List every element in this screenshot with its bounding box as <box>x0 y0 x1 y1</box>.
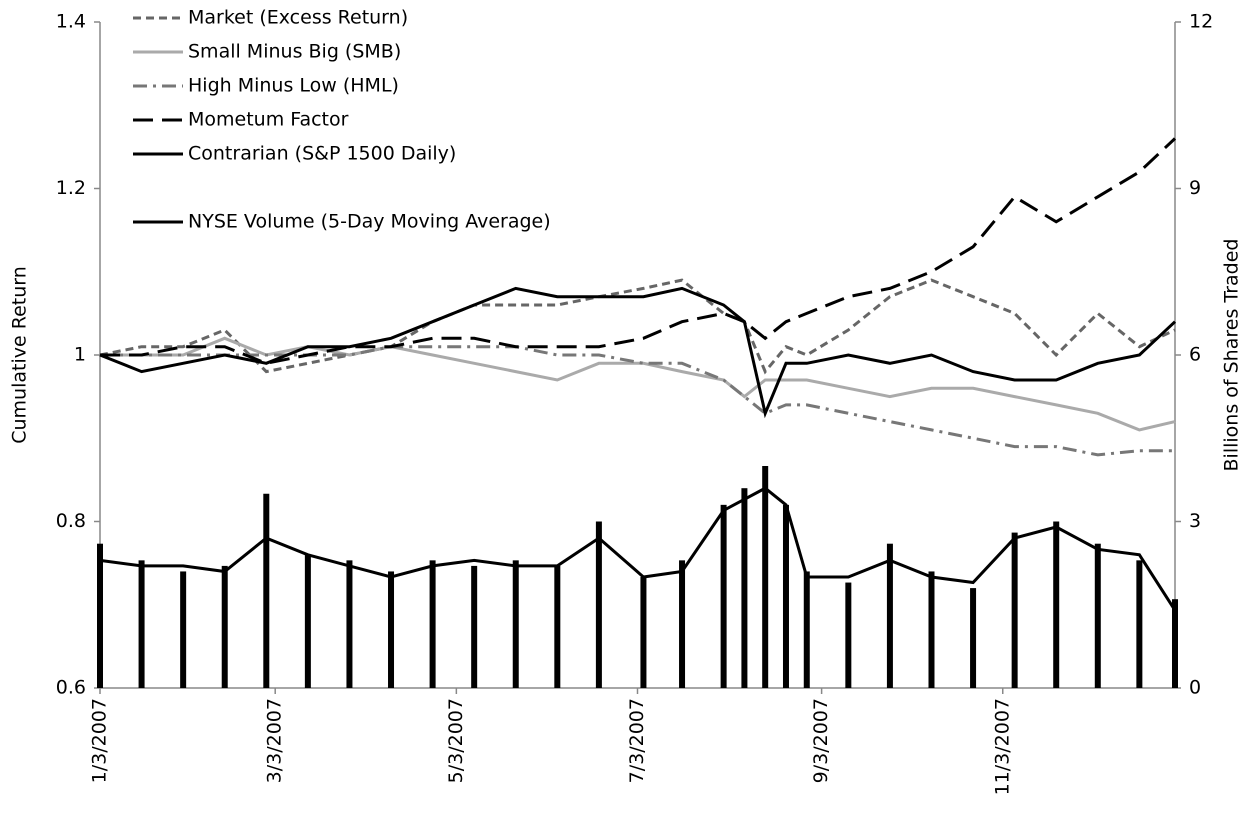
volume-bar <box>803 571 810 688</box>
volume-bar <box>595 521 602 688</box>
y-tick-label: 1.4 <box>56 11 86 33</box>
volume-bar <box>554 565 561 688</box>
series-line <box>99 286 1177 419</box>
volume-bar <box>720 504 727 688</box>
series-line <box>100 137 1177 365</box>
volume-bar <box>471 565 478 688</box>
volume-bar <box>1172 599 1178 688</box>
volume-bar <box>762 466 769 688</box>
y2-tick-label: 3 <box>1189 510 1201 532</box>
x-tick-label: 11/3/2007 <box>991 698 1013 795</box>
series-line <box>100 345 1175 457</box>
volume-bar <box>928 571 935 688</box>
volume-bar <box>388 571 395 688</box>
x-tick-label: 1/3/2007 <box>89 698 111 783</box>
legend-label: Contrarian (S&P 1500 Daily) <box>188 143 456 165</box>
y2-tick-label: 6 <box>1189 344 1201 366</box>
volume-bar <box>741 488 748 688</box>
y-tick-label: 1.2 <box>56 177 86 199</box>
legend-label: Market (Excess Return) <box>188 7 408 29</box>
y2-tick-label: 12 <box>1189 11 1213 33</box>
y-tick-label: 0.8 <box>56 510 86 532</box>
volume-bar <box>886 543 893 688</box>
x-tick-label: 7/3/2007 <box>626 698 648 783</box>
series-line <box>99 486 1177 612</box>
volume-bar <box>1094 543 1101 688</box>
volume-bar <box>180 571 187 688</box>
y-tick-label: 0.6 <box>56 677 86 699</box>
volume-bar <box>845 582 852 688</box>
volume-bar <box>97 543 103 688</box>
volume-bar <box>221 565 228 688</box>
series-line <box>100 336 1176 432</box>
y2-tick-label: 9 <box>1189 177 1201 199</box>
x-tick-label: 9/3/2007 <box>810 698 832 783</box>
volume-bar <box>782 504 789 688</box>
volume-bar <box>304 554 311 688</box>
volume-bar <box>640 577 647 688</box>
y2-axis-label: Billions of Shares Traded <box>1221 239 1243 472</box>
legend-label: Mometum Factor <box>188 109 349 131</box>
volume-bar <box>263 493 270 688</box>
volume-bar <box>346 560 353 688</box>
series-line <box>99 278 1176 375</box>
volume-bar <box>429 560 436 688</box>
x-tick-label: 3/3/2007 <box>264 698 286 783</box>
volume-bar <box>679 560 686 688</box>
legend-label: High Minus Low (HML) <box>188 75 399 97</box>
volume-bar <box>1011 532 1018 688</box>
volume-bar <box>970 588 977 688</box>
volume-bar <box>1136 560 1143 688</box>
volume-bar <box>138 560 145 688</box>
y-axis-label: Cumulative Return <box>9 266 31 444</box>
volume-bar <box>512 560 519 688</box>
x-tick-label: 5/3/2007 <box>445 698 467 783</box>
legend-label: NYSE Volume (5-Day Moving Average) <box>188 211 551 233</box>
legend-label: Small Minus Big (SMB) <box>188 41 401 63</box>
volume-bar <box>1053 521 1060 688</box>
y-tick-label: 1 <box>74 344 86 366</box>
y2-tick-label: 0 <box>1189 677 1201 699</box>
